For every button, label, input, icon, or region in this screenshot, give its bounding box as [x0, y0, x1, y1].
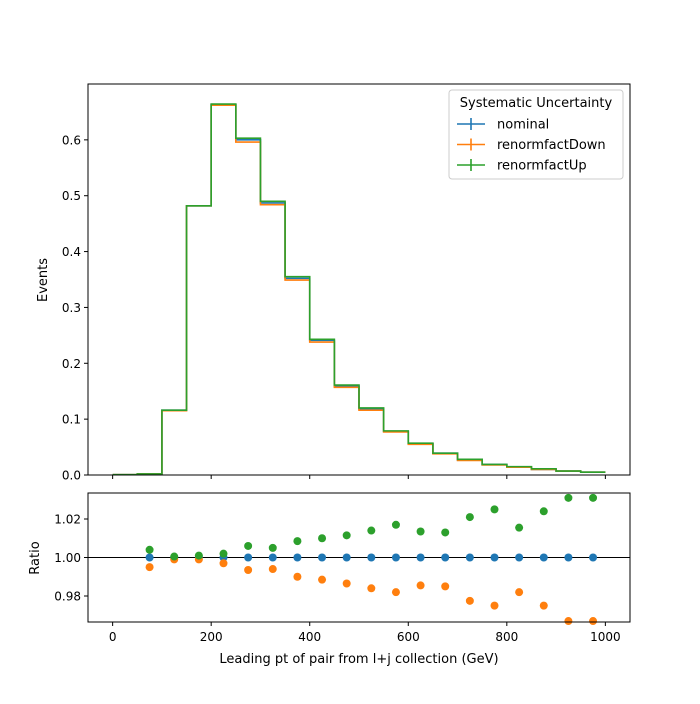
ratio-point-renormfactUp — [539, 507, 548, 516]
x-tick-label: 800 — [495, 630, 518, 644]
ratio-y-axis-label: Ratio — [28, 541, 43, 574]
ratio-point-renormfactUp — [465, 513, 474, 522]
ratio-point-renormfactUp — [441, 528, 450, 537]
legend-label: nominal — [497, 118, 549, 133]
ratio-point-nominal — [515, 553, 524, 562]
ratio-point-renormfactDown — [441, 582, 450, 591]
main-x-ticks — [112, 475, 606, 479]
ratio-point-nominal — [416, 553, 425, 562]
ratio-point-renormfactDown — [342, 579, 351, 588]
legend-item-renormfactUp: renormfactUp — [457, 159, 587, 174]
main-step-lines — [112, 103, 606, 476]
ratio-point-renormfactDown — [219, 559, 228, 568]
ratio-point-nominal — [391, 553, 400, 562]
main-y-tick-label: 0.3 — [62, 301, 81, 315]
main-plot-frame — [87, 83, 631, 476]
legend-item-nominal: nominal — [457, 118, 549, 133]
x-axis-label: Leading pt of pair from l+j collection (… — [219, 652, 498, 667]
ratio-y-tick-label: 1.00 — [54, 551, 81, 565]
ratio-point-nominal — [465, 553, 474, 562]
main-y-tick-label: 0.1 — [62, 413, 81, 427]
legend-label: renormfactUp — [497, 159, 587, 174]
ratio-point-nominal — [342, 553, 351, 562]
ratio-series-renormfactUp — [145, 493, 598, 561]
ratio-point-renormfactDown — [465, 596, 474, 605]
ratio-point-renormfactUp — [293, 537, 302, 546]
ratio-point-renormfactDown — [564, 617, 573, 626]
x-tick-label: 400 — [298, 630, 321, 644]
ratio-point-renormfactUp — [244, 541, 253, 550]
ratio-point-renormfactDown — [416, 581, 425, 590]
ratio-point-nominal — [441, 553, 450, 562]
ratio-point-renormfactUp — [268, 543, 277, 552]
legend-label: renormfactDown — [497, 138, 606, 153]
ratio-point-renormfactUp — [145, 545, 154, 554]
legend-box — [448, 89, 624, 180]
main-y-ticks: 0.0 0.1 0.2 0.3 0.4 0.5 0.6 — [62, 133, 88, 483]
ratio-point-renormfactUp — [564, 493, 573, 502]
ratio-point-renormfactDown — [589, 617, 598, 626]
ratio-point-nominal — [244, 553, 253, 562]
ratio-point-renormfactUp — [194, 551, 203, 560]
ratio-y-ticks: 0.98 1.00 1.02 — [54, 512, 88, 604]
ratio-point-renormfactDown — [515, 588, 524, 597]
ratio-point-renormfactUp — [391, 520, 400, 529]
ratio-x-ticks: 0 200 400 600 800 1000 — [109, 622, 621, 644]
ratio-point-nominal — [293, 553, 302, 562]
ratio-point-renormfactDown — [391, 588, 400, 597]
ratio-point-renormfactUp — [515, 523, 524, 532]
ratio-point-renormfactDown — [367, 584, 376, 593]
ratio-point-renormfactDown — [539, 601, 548, 610]
ratio-y-tick-label: 0.98 — [54, 590, 81, 604]
legend: Systematic Uncertainty nominal renormfact… — [448, 89, 624, 180]
main-y-tick-label: 0.4 — [62, 245, 81, 259]
legend-item-renormfactDown: renormfactDown — [457, 138, 606, 153]
ratio-point-renormfactDown — [244, 566, 253, 575]
ratio-point-nominal — [490, 553, 499, 562]
main-plot-panel: 0.0 0.1 0.2 0.3 0.4 0.5 0.6 Events — [36, 83, 631, 483]
ratio-point-nominal — [564, 553, 573, 562]
ratio-point-nominal — [367, 553, 376, 562]
legend-items: nominal renormfactDown renormfactUp — [457, 118, 606, 174]
ratio-y-tick-label: 1.02 — [54, 512, 81, 526]
ratio-plot-panel: 0.98 1.00 1.02 0 200 400 600 800 1000 Ratio Lea… — [28, 492, 631, 667]
x-tick-label: 200 — [200, 630, 223, 644]
ratio-point-renormfactUp — [367, 526, 376, 535]
main-y-tick-label: 0.5 — [62, 189, 81, 203]
ratio-point-nominal — [539, 553, 548, 562]
ratio-points — [145, 493, 598, 626]
ratio-point-renormfactDown — [268, 565, 277, 574]
step-line-renormfactUp — [112, 103, 606, 476]
legend-title: Systematic Uncertainty — [460, 96, 613, 111]
ratio-point-renormfactUp — [589, 493, 598, 502]
main-y-tick-label: 0.6 — [62, 133, 81, 147]
ratio-point-nominal — [145, 553, 154, 562]
ratio-point-renormfactUp — [170, 552, 179, 561]
x-tick-label: 1000 — [590, 630, 621, 644]
x-tick-label: 600 — [397, 630, 420, 644]
ratio-plot-frame — [87, 492, 631, 623]
ratio-point-renormfactDown — [490, 601, 499, 610]
main-y-tick-label: 0.2 — [62, 357, 81, 371]
ratio-point-nominal — [589, 553, 598, 562]
ratio-point-renormfactDown — [318, 575, 327, 584]
ratio-point-renormfactUp — [219, 549, 228, 558]
ratio-point-nominal — [318, 553, 327, 562]
ratio-point-renormfactUp — [318, 534, 327, 543]
ratio-point-nominal — [268, 553, 277, 562]
ratio-point-renormfactUp — [342, 531, 351, 540]
ratio-point-renormfactDown — [293, 572, 302, 581]
x-tick-label: 0 — [109, 630, 117, 644]
ratio-point-renormfactUp — [416, 527, 425, 536]
main-y-tick-label: 0.0 — [62, 469, 81, 483]
ratio-point-renormfactUp — [490, 505, 499, 514]
main-y-axis-label: Events — [36, 258, 51, 302]
ratio-point-renormfactDown — [145, 563, 154, 572]
